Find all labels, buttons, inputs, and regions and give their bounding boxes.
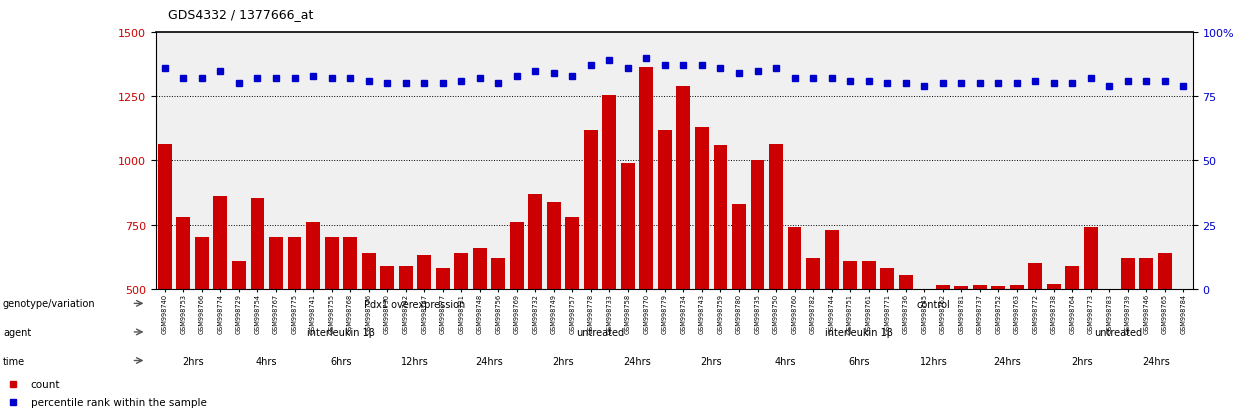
Bar	[1066, 266, 1079, 413]
Bar	[788, 228, 802, 413]
Bar	[918, 289, 931, 413]
Bar	[158, 145, 172, 413]
Bar	[306, 223, 320, 413]
Text: untreated: untreated	[576, 328, 624, 338]
Bar	[269, 238, 283, 413]
Bar	[769, 145, 783, 413]
Bar	[1177, 292, 1190, 413]
Bar	[492, 259, 505, 413]
Text: 12hrs: 12hrs	[920, 356, 947, 366]
Bar	[232, 261, 247, 413]
Bar	[398, 266, 412, 413]
Text: 2hrs: 2hrs	[701, 356, 722, 366]
Text: 24hrs: 24hrs	[476, 356, 503, 366]
Bar	[936, 285, 950, 413]
Bar	[325, 238, 339, 413]
Bar	[862, 261, 875, 413]
Bar	[843, 261, 857, 413]
Bar	[454, 253, 468, 413]
Text: agent: agent	[2, 327, 31, 337]
Text: interleukin 1β: interleukin 1β	[306, 328, 375, 338]
Bar	[695, 128, 708, 413]
Bar	[751, 161, 764, 413]
Text: 4hrs: 4hrs	[774, 356, 796, 366]
Bar	[640, 68, 654, 413]
Bar	[621, 164, 635, 413]
Bar	[584, 131, 598, 413]
Text: GDS4332 / 1377666_at: GDS4332 / 1377666_at	[168, 8, 314, 21]
Bar	[361, 253, 376, 413]
Text: 24hrs: 24hrs	[624, 356, 651, 366]
Bar	[417, 256, 431, 413]
Text: 2hrs: 2hrs	[1071, 356, 1092, 366]
Bar	[1047, 284, 1061, 413]
Bar	[657, 131, 672, 413]
Text: 6hrs: 6hrs	[330, 356, 351, 366]
Text: untreated: untreated	[1094, 328, 1143, 338]
Bar	[824, 230, 839, 413]
Text: 2hrs: 2hrs	[553, 356, 574, 366]
Bar	[972, 285, 987, 413]
Text: 6hrs: 6hrs	[849, 356, 870, 366]
Text: control: control	[916, 299, 950, 309]
Bar	[806, 259, 820, 413]
Bar	[732, 204, 746, 413]
Bar	[899, 275, 913, 413]
Bar	[547, 202, 560, 413]
Bar	[1120, 259, 1135, 413]
Bar	[288, 238, 301, 413]
Bar	[380, 266, 395, 413]
Bar	[676, 87, 691, 413]
Text: genotype/variation: genotype/variation	[2, 299, 96, 309]
Bar	[713, 146, 727, 413]
Bar	[1139, 259, 1153, 413]
Text: 2hrs: 2hrs	[182, 356, 203, 366]
Bar	[213, 197, 228, 413]
Bar	[991, 287, 1005, 413]
Bar	[509, 223, 524, 413]
Text: count: count	[30, 379, 60, 389]
Text: 4hrs: 4hrs	[256, 356, 278, 366]
Bar	[250, 198, 264, 413]
Bar	[1102, 292, 1117, 413]
Text: 24hrs: 24hrs	[1142, 356, 1169, 366]
Bar	[1010, 285, 1023, 413]
Text: interleukin 1β: interleukin 1β	[825, 328, 894, 338]
Bar	[1084, 228, 1098, 413]
Text: 12hrs: 12hrs	[401, 356, 428, 366]
Bar	[195, 238, 209, 413]
Text: percentile rank within the sample: percentile rank within the sample	[30, 397, 207, 407]
Bar	[603, 96, 616, 413]
Bar	[344, 238, 357, 413]
Text: time: time	[2, 356, 25, 366]
Bar	[177, 217, 190, 413]
Text: Pdx1 overexpression: Pdx1 overexpression	[365, 299, 466, 309]
Bar	[1028, 263, 1042, 413]
Bar	[528, 195, 543, 413]
Bar	[1158, 253, 1172, 413]
Bar	[565, 217, 579, 413]
Bar	[436, 268, 449, 413]
Bar	[880, 268, 894, 413]
Text: 24hrs: 24hrs	[994, 356, 1021, 366]
Bar	[473, 248, 487, 413]
Bar	[954, 287, 969, 413]
